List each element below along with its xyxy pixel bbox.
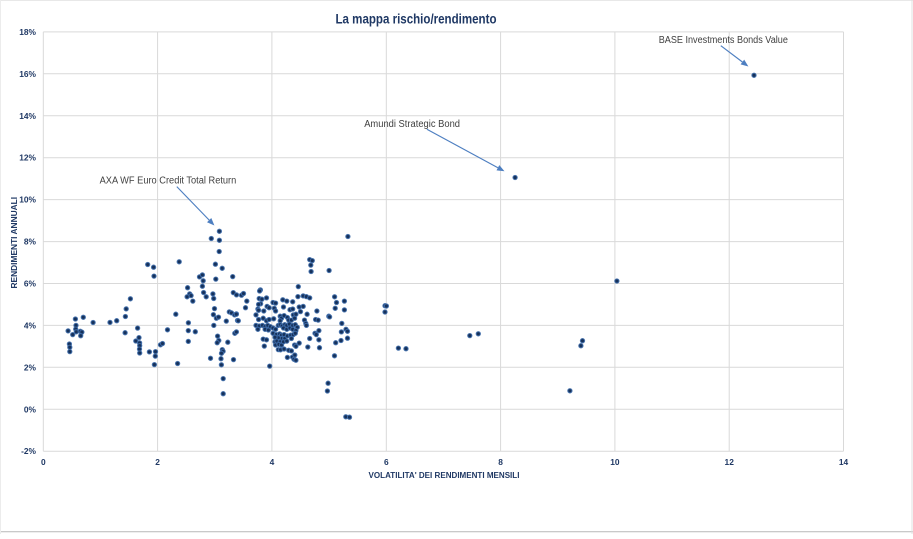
svg-text:2%: 2%	[24, 362, 37, 372]
svg-text:12: 12	[725, 457, 735, 467]
svg-text:2: 2	[155, 457, 160, 467]
svg-text:6: 6	[384, 457, 389, 467]
svg-text:8%: 8%	[24, 237, 37, 247]
svg-text:AXA WF Euro Credit Total Retur: AXA WF Euro Credit Total Return	[100, 175, 237, 186]
svg-text:4%: 4%	[24, 320, 37, 330]
svg-text:VOLATILITA' DEI RENDIMENTI MEN: VOLATILITA' DEI RENDIMENTI MENSILI	[369, 470, 520, 480]
svg-text:8: 8	[498, 457, 503, 467]
svg-text:14%: 14%	[19, 111, 36, 121]
svg-text:BASE Investments Bonds Value: BASE Investments Bonds Value	[659, 35, 789, 46]
svg-text:0: 0	[41, 457, 46, 467]
svg-text:La mappa rischio/rendimento: La mappa rischio/rendimento	[336, 11, 497, 27]
svg-text:4: 4	[270, 457, 275, 467]
svg-text:Amundi Strategic Bond: Amundi Strategic Bond	[364, 119, 460, 130]
svg-text:18%: 18%	[19, 27, 36, 37]
svg-text:RENDIMENTI ANNUALI: RENDIMENTI ANNUALI	[9, 197, 19, 289]
svg-text:14: 14	[839, 457, 849, 467]
svg-text:16%: 16%	[19, 69, 36, 79]
svg-text:10: 10	[610, 457, 620, 467]
svg-text:-2%: -2%	[21, 446, 36, 456]
svg-text:10%: 10%	[19, 195, 36, 205]
svg-text:0%: 0%	[24, 404, 37, 414]
svg-text:12%: 12%	[19, 153, 36, 163]
svg-text:6%: 6%	[24, 279, 37, 289]
